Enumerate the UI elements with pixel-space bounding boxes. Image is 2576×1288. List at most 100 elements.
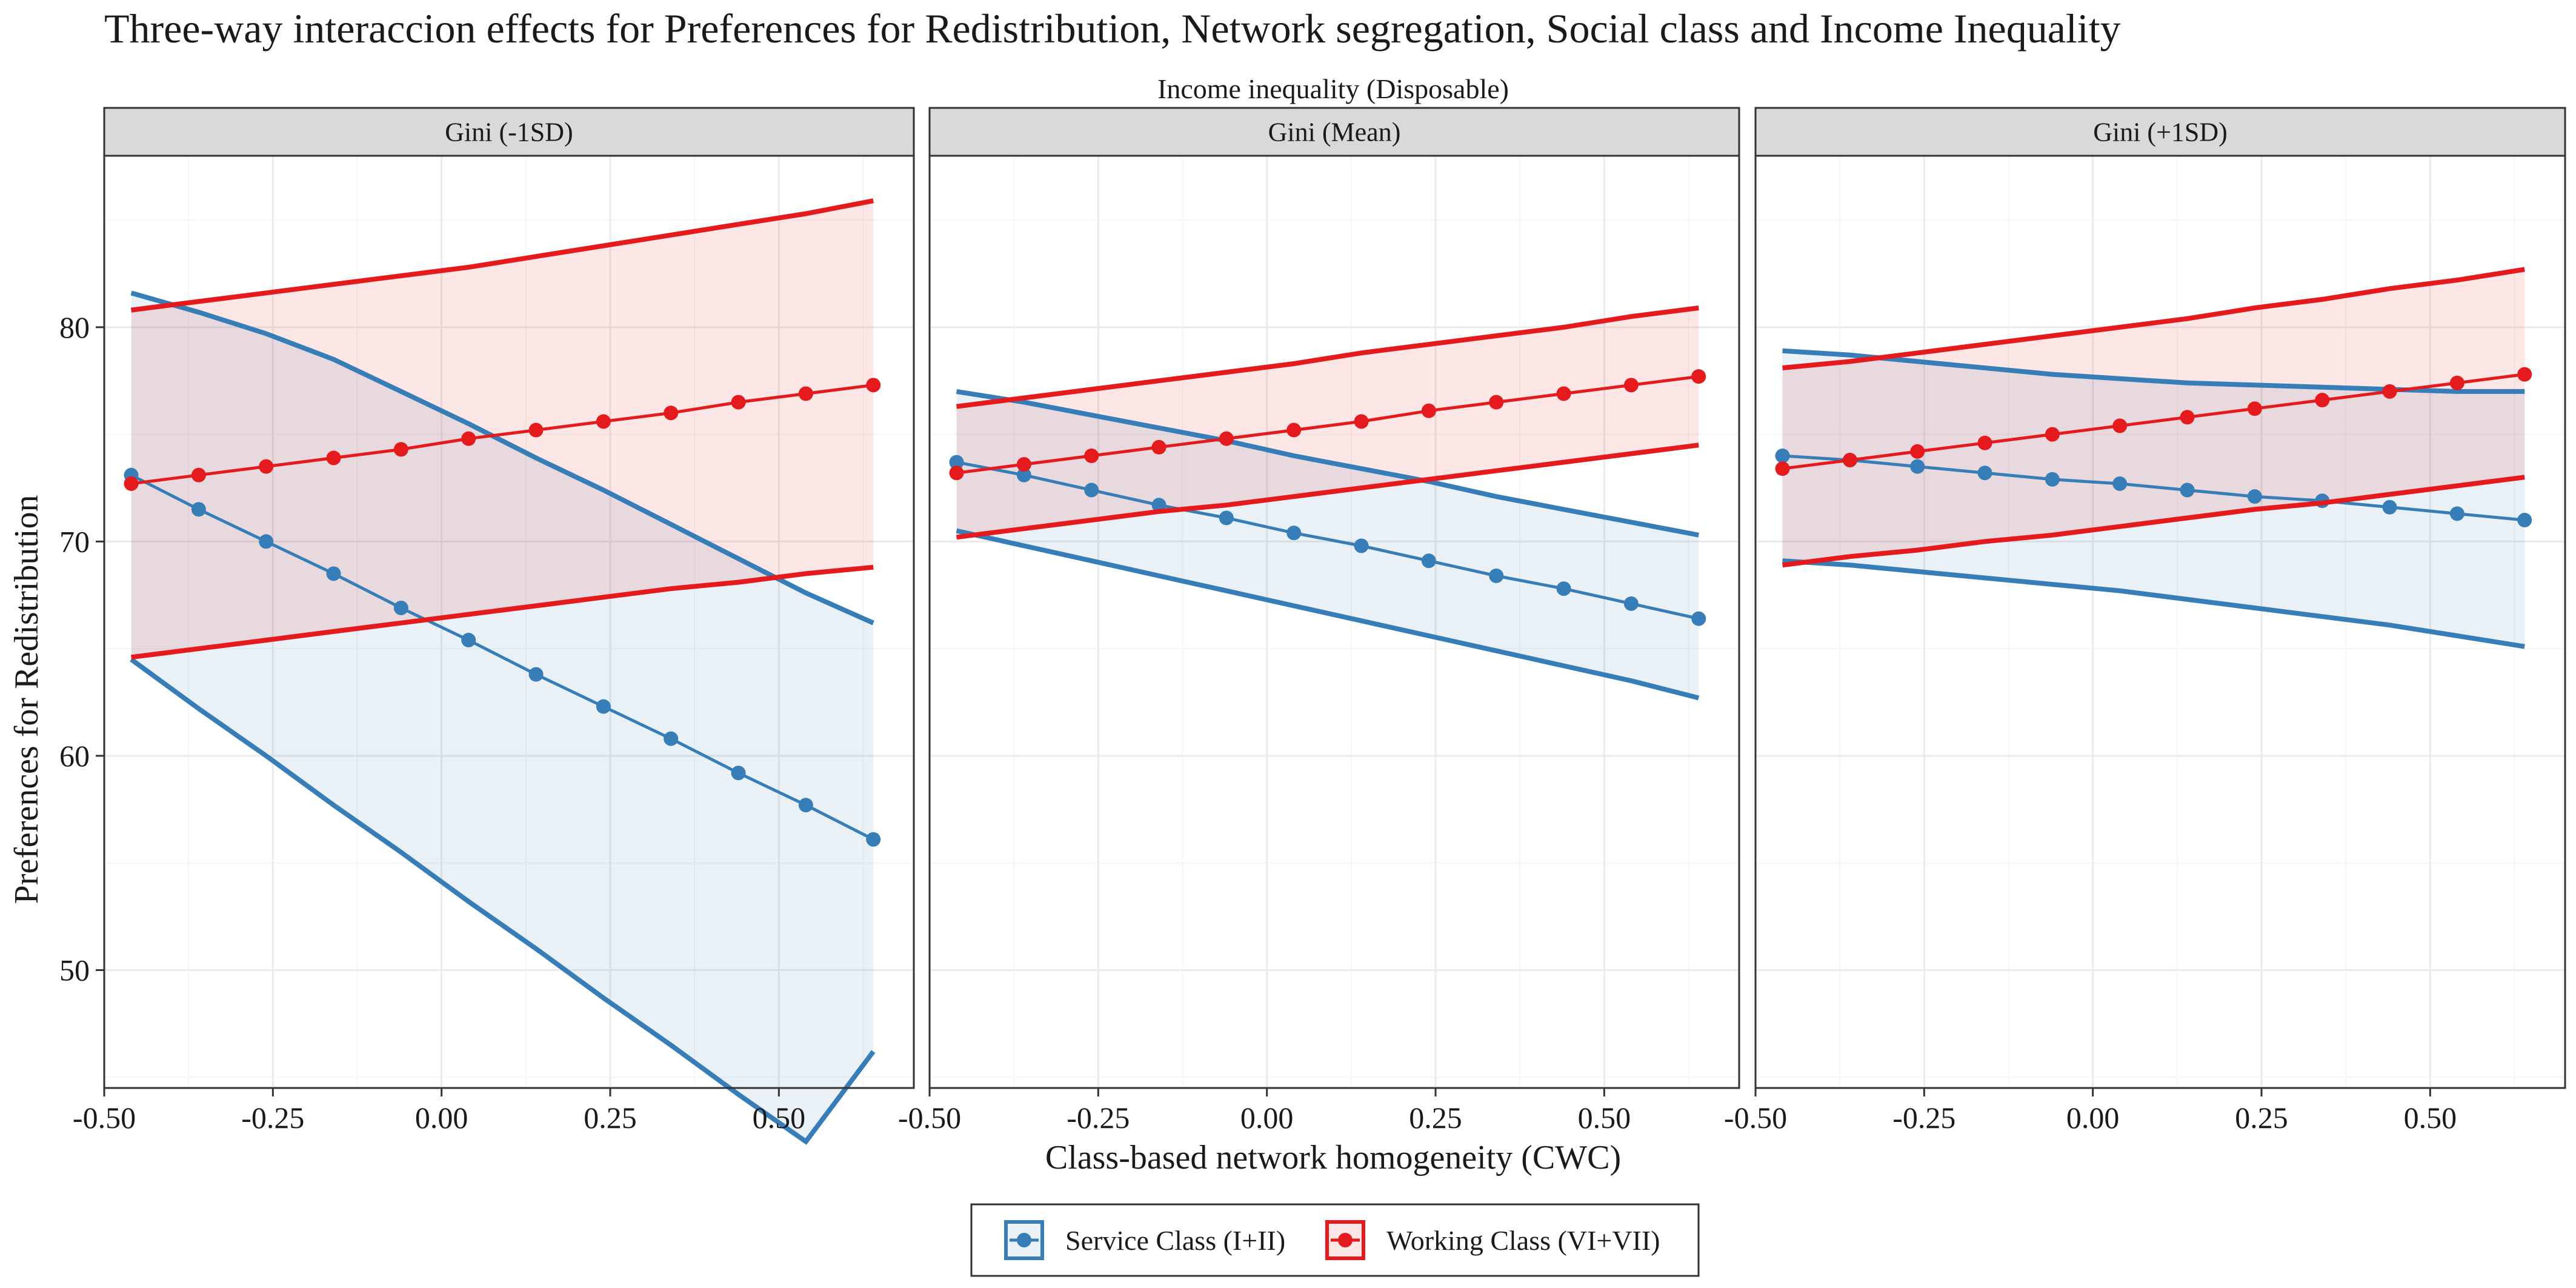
series-line xyxy=(130,473,874,841)
series-line xyxy=(1782,373,2525,470)
data-point xyxy=(798,386,813,401)
legend: Service Class (I+II) Working Class (VI+VI… xyxy=(970,1203,1700,1277)
ci-ribbon xyxy=(956,308,1699,538)
legend-items: Service Class (I+II) Working Class (VI+VI… xyxy=(1004,1220,1660,1260)
panel-border xyxy=(103,155,915,1089)
data-point xyxy=(528,667,544,682)
panel-3: Gini (+1SD) -0.50 -0.25 0.00 0.25 0.50 xyxy=(1724,107,2566,1135)
data-point xyxy=(461,633,476,648)
ci-lower-line xyxy=(956,442,1699,540)
ci-lower-line xyxy=(130,657,876,1145)
chart-title: Three-way interaccion effects for Prefer… xyxy=(104,5,2121,52)
data-point xyxy=(1910,459,1925,474)
x-tick-label: -0.50 xyxy=(898,1101,961,1135)
data-point xyxy=(1219,510,1234,526)
data-point xyxy=(393,442,408,457)
x-tick-label: 0.25 xyxy=(1409,1101,1462,1135)
x-tick-label: -0.25 xyxy=(241,1101,304,1135)
data-point xyxy=(1623,596,1639,611)
data-point xyxy=(2517,367,2532,382)
data-point xyxy=(393,601,408,616)
data-point xyxy=(1286,526,1302,541)
data-point xyxy=(528,422,544,438)
series-line xyxy=(956,461,1699,621)
data-point xyxy=(1354,414,1369,429)
x-tick-label: -0.25 xyxy=(1892,1101,1955,1135)
data-point xyxy=(191,502,206,517)
data-point xyxy=(664,731,679,746)
data-point xyxy=(2112,476,2128,491)
x-tick-label: 0.00 xyxy=(2066,1101,2120,1135)
ci-lower-line xyxy=(1782,558,2525,649)
data-point xyxy=(2449,506,2465,521)
x-tick-label: 0.00 xyxy=(1240,1101,1294,1135)
ci-ribbon xyxy=(1782,350,2525,647)
legend-key-point xyxy=(1338,1233,1353,1247)
data-point xyxy=(1084,482,1099,498)
y-tick-label: 60 xyxy=(59,739,90,773)
panel-1: Gini (-1SD) -0.50 -0.25 0.00 0.25 0.50 xyxy=(73,107,915,1145)
panel-strip-label: Gini (-1SD) xyxy=(445,118,573,147)
ci-upper-line xyxy=(956,305,1699,409)
data-point xyxy=(2112,418,2128,433)
data-point xyxy=(124,476,139,491)
data-point xyxy=(1910,444,1925,459)
x-tick-label: -0.25 xyxy=(1067,1101,1130,1135)
legend-item: Service Class (I+II) xyxy=(1004,1220,1285,1260)
data-point xyxy=(1016,457,1031,472)
data-point xyxy=(1556,581,1571,596)
data-point xyxy=(596,414,611,429)
legend-item: Working Class (VI+VII) xyxy=(1325,1220,1660,1260)
x-tick-label: -0.50 xyxy=(1724,1101,1787,1135)
ci-upper-line xyxy=(130,198,874,313)
ci-lower-line xyxy=(956,528,1700,701)
data-point xyxy=(1977,435,1992,450)
data-point xyxy=(866,832,881,847)
data-point xyxy=(866,378,881,393)
data-point xyxy=(949,465,964,481)
y-axis-title: Preferences for Redistribution xyxy=(8,495,45,904)
panel-2: Gini (Mean) -0.50 -0.25 0.00 0.25 0.50 xyxy=(898,107,1740,1135)
panel-border xyxy=(1754,155,2566,1089)
series-line xyxy=(131,383,874,486)
legend-key-point xyxy=(1017,1233,1031,1247)
data-point xyxy=(259,459,274,474)
legend-label: Service Class (I+II) xyxy=(1065,1225,1285,1256)
data-point xyxy=(2315,393,2330,408)
ci-ribbon xyxy=(131,201,874,658)
panel-strip xyxy=(928,107,1740,157)
data-point xyxy=(2247,401,2262,416)
data-point xyxy=(1421,553,1436,569)
x-tick-label: 0.50 xyxy=(1578,1101,1631,1135)
data-point xyxy=(1219,431,1234,446)
y-tick-label: 80 xyxy=(59,310,90,344)
ci-upper-line xyxy=(130,290,874,626)
x-tick-label: 0.25 xyxy=(584,1101,637,1135)
ci-upper-line xyxy=(1782,267,2525,370)
series-line xyxy=(1782,454,2525,522)
data-point xyxy=(2045,472,2060,487)
data-point xyxy=(731,766,746,781)
panel-strip-label: Gini (+1SD) xyxy=(2093,118,2228,147)
panel-border xyxy=(928,155,1740,1089)
data-point xyxy=(1016,467,1031,482)
data-point xyxy=(2045,427,2060,442)
x-tick-label: 0.50 xyxy=(753,1101,806,1135)
panel-strip xyxy=(103,107,915,157)
facet-title: Income inequality (Disposable) xyxy=(1157,73,1509,104)
data-point xyxy=(731,395,746,410)
data-point xyxy=(1842,453,1857,468)
data-point xyxy=(326,566,341,581)
data-point xyxy=(664,405,679,421)
data-point xyxy=(1691,611,1706,626)
legend-label: Working Class (VI+VII) xyxy=(1386,1225,1660,1256)
data-point xyxy=(1556,386,1571,401)
ci-lower-line xyxy=(1782,475,2525,568)
data-point xyxy=(949,455,964,470)
series-line xyxy=(956,375,1699,475)
data-point xyxy=(1977,465,1992,481)
panel-strip xyxy=(1754,107,2566,157)
y-tick-label: 50 xyxy=(59,953,90,987)
